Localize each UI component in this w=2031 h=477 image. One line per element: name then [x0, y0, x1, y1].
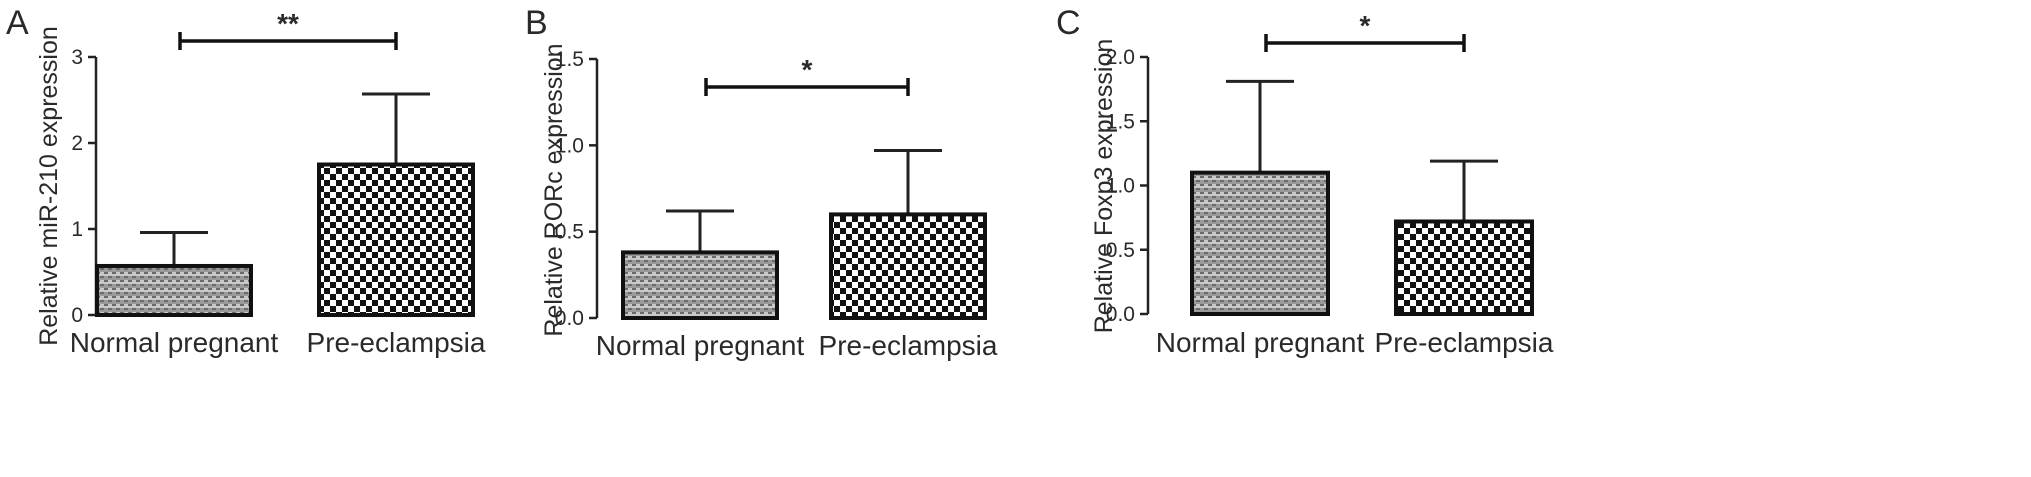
bar-pre-eclampsia [317, 162, 475, 317]
bar-pre-eclampsia [829, 212, 987, 320]
y-tick-label: 0.5 [1106, 239, 1135, 262]
y-tick-label: 2 [71, 132, 83, 155]
y-tick-label: 3 [71, 46, 83, 69]
panel-a: A Relative miR-210 expression 0 1 2 3 Normal… [6, 4, 486, 358]
panel-letter: B [525, 4, 548, 42]
y-axis-title: Relative RORc expression [540, 43, 568, 336]
bar-normal-pregnant [1190, 170, 1330, 316]
y-tick-label: 1.5 [555, 48, 584, 71]
y-tick-label: 1 [71, 218, 83, 241]
plot-area: 0 1 2 3 Normal pregnant Pre-eclampsia ** [70, 8, 486, 358]
y-tick-label: 2.0 [1106, 46, 1135, 69]
y-tick-label: 0 [71, 304, 83, 327]
x-category-label: Normal pregnant [70, 327, 279, 358]
x-category-label: Normal pregnant [596, 330, 805, 361]
panel-letter: A [6, 4, 29, 42]
y-axis-title: Relative Foxp3 expression [1090, 39, 1118, 334]
y-tick-label: 0.0 [555, 307, 584, 330]
x-category-label: Normal pregnant [1156, 327, 1365, 358]
y-tick-label: 1.0 [1106, 175, 1135, 198]
bar-pre-eclampsia [1394, 219, 1534, 316]
significance-label: ** [277, 8, 299, 39]
panel-letter: C [1056, 4, 1081, 42]
significance-label: * [802, 54, 813, 85]
x-category-label: Pre-eclampsia [1375, 327, 1554, 358]
x-category-label: Pre-eclampsia [307, 327, 486, 358]
y-tick-label: 1.5 [1106, 110, 1135, 133]
plot-area: 0.0 0.5 1.0 1.5 Normal pregnant Pre-eclampsia… [555, 48, 998, 361]
bar-normal-pregnant [621, 250, 779, 321]
y-tick-label: 0.5 [555, 221, 584, 244]
plot-area: 0.0 0.5 1.0 1.5 2.0 Normal pregnant Pre-eclamp… [1106, 10, 1554, 358]
bar-normal-pregnant [95, 263, 253, 318]
panel-c: C Relative Foxp3 expression 0.0 0.5 1.0 1.5… [1056, 4, 1554, 358]
y-axis-title: Relative miR-210 expression [35, 26, 63, 346]
x-category-label: Pre-eclampsia [819, 330, 998, 361]
y-tick-label: 1.0 [555, 134, 584, 157]
panel-b: B Relative RORc expression 0.0 0.5 1.0 1.5 N… [525, 4, 998, 361]
y-tick-label: 0.0 [1106, 303, 1135, 326]
significance-label: * [1360, 10, 1371, 41]
